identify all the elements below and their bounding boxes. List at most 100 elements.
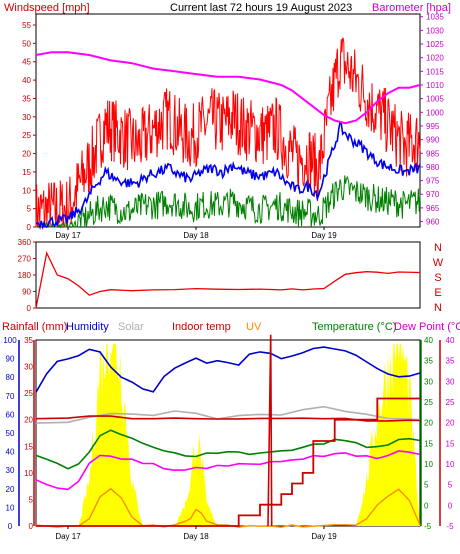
temperature-humidity-series <box>35 334 421 528</box>
windspeed-tick-label: 25 <box>22 131 31 140</box>
dew-point-tick-label: 40 <box>446 336 455 345</box>
barometer-tick-label: 960 <box>426 218 440 227</box>
wind-direction-series-line <box>35 250 421 309</box>
humidity-tick-label: 20 <box>6 485 15 494</box>
dew-point-tick-label: 25 <box>446 398 455 407</box>
dew-point-tick-label: 15 <box>446 439 455 448</box>
barometer-axis: 960 965 970 975 980 985 990 995 1000 1005 1010 1015… <box>420 13 444 227</box>
dew-point-tick-label: 5 <box>448 481 453 490</box>
barometer-tick-label: 975 <box>426 177 440 186</box>
windspeed-tick-label: 55 <box>22 21 31 30</box>
windspeed-tick-label: 15 <box>22 168 31 177</box>
barometer-axis-title: Barometer [hpa] <box>372 2 451 14</box>
legend-temperature: Temperature (°C) <box>312 321 396 333</box>
wind-pressure-series <box>35 37 421 231</box>
barometer-tick-label: 1025 <box>426 40 444 49</box>
barometer-tick-label: 985 <box>426 149 440 158</box>
wind-low-series-line <box>36 175 421 229</box>
dew-point-axis: -5 0 5 10 15 20 25 30 35 40 <box>439 336 455 531</box>
dew-point-tick-label: 20 <box>446 419 455 428</box>
humidity-tick-label: 90 <box>6 355 15 364</box>
wind-direction-plot-frame <box>35 241 421 309</box>
direction-tick-label: 270 <box>18 255 32 264</box>
barometer-tick-label: 970 <box>426 190 440 199</box>
windspeed-axis: 0 5 10 15 20 25 30 35 40 45 50 55 <box>22 21 36 232</box>
rainfall-tick-label: 5 <box>29 495 34 504</box>
gust-series-line <box>35 37 421 229</box>
windspeed-tick-label: 40 <box>22 76 31 85</box>
direction-tick-label: 180 <box>18 271 32 280</box>
barometer-tick-label: 1015 <box>426 67 444 76</box>
legend-dew-point: Dew Point (°C) <box>394 321 460 333</box>
x-tick-label: Day 18 <box>183 532 209 541</box>
compass-label: N <box>434 302 442 314</box>
rain-rate-spike <box>267 334 273 527</box>
rainfall-tick-label: 20 <box>24 416 33 425</box>
average-wind-series-line <box>35 120 421 231</box>
wind-direction-series <box>35 250 421 309</box>
legend-humidity: Humidity <box>66 321 109 333</box>
rainfall-tick-label: 30 <box>24 363 33 372</box>
rainfall-tick-label: 10 <box>24 469 33 478</box>
rainfall-tick-label: 0 <box>29 522 34 531</box>
humidity-tick-label: 60 <box>6 410 15 419</box>
compass-label: S <box>434 272 441 284</box>
solar-radiation-fill <box>36 343 420 526</box>
barometer-tick-label: 1010 <box>426 81 444 90</box>
chart-title: Current last 72 hours 19 August 2023 <box>170 2 352 14</box>
barometer-tick-label: 965 <box>426 204 440 213</box>
windspeed-tick-label: 0 <box>27 223 32 232</box>
humidity-tick-label: 70 <box>6 392 15 401</box>
legend-indoor-temp: Indoor temp <box>172 321 231 333</box>
direction-degree-axis: 360 270 180 90 0 <box>18 238 36 313</box>
temperature-tick-label: 20 <box>424 419 433 428</box>
wind-pressure-x-axis: Day 17 Day 18 Day 19 <box>55 227 337 240</box>
direction-tick-label: 90 <box>22 288 31 297</box>
barometer-tick-label: 995 <box>426 122 440 131</box>
temperature-axis: -5 0 5 10 15 20 25 30 35 40 <box>420 336 433 531</box>
x-tick-label: Day 19 <box>311 532 337 541</box>
direction-tick-label: 0 <box>27 304 32 313</box>
windspeed-tick-label: 30 <box>22 113 31 122</box>
temperature-tick-label: -5 <box>424 522 432 531</box>
temperature-tick-label: 25 <box>424 398 433 407</box>
dew-point-tick-label: 0 <box>448 501 453 510</box>
temperature-tick-label: 40 <box>424 336 433 345</box>
dew-point-tick-label: -5 <box>446 522 454 531</box>
humidity-tick-label: 100 <box>3 336 17 345</box>
windspeed-tick-label: 5 <box>27 205 32 214</box>
temperature-tick-label: 35 <box>424 357 433 366</box>
rainfall-axis: 0 5 10 15 20 25 30 35 <box>24 336 35 531</box>
temperature-series-line <box>35 429 421 470</box>
temperature-tick-label: 10 <box>424 460 433 469</box>
wind-pressure-plot-frame <box>35 13 421 228</box>
barometer-series-line <box>35 51 421 125</box>
legend-uv: UV <box>246 321 262 333</box>
indoor-temp-series-line <box>35 415 421 422</box>
direction-tick-label: 360 <box>18 238 32 247</box>
barometer-tick-label: 1020 <box>426 54 444 63</box>
temperature-tick-label: 0 <box>424 501 429 510</box>
temperature-tick-label: 15 <box>424 439 433 448</box>
solar-series-line <box>35 405 421 424</box>
barometer-tick-label: 980 <box>426 163 440 172</box>
temperature-tick-label: 5 <box>424 481 429 490</box>
rainfall-series-line <box>36 397 420 527</box>
temperature-x-axis: Day 17 Day 18 Day 19 <box>55 526 337 541</box>
x-tick-label: Day 17 <box>55 532 81 541</box>
humidity-series-line <box>35 346 421 393</box>
x-tick-label: Day 18 <box>183 231 209 240</box>
windspeed-tick-label: 20 <box>22 150 31 159</box>
humidity-tick-label: 30 <box>6 466 15 475</box>
barometer-tick-label: 1000 <box>426 108 444 117</box>
humidity-tick-label: 0 <box>8 522 13 531</box>
rainfall-tick-label: 25 <box>24 389 33 398</box>
humidity-axis: 0 10 20 30 40 50 60 70 80 90 100 <box>3 336 20 531</box>
humidity-tick-label: 40 <box>6 448 15 457</box>
humidity-tick-label: 50 <box>6 429 15 438</box>
